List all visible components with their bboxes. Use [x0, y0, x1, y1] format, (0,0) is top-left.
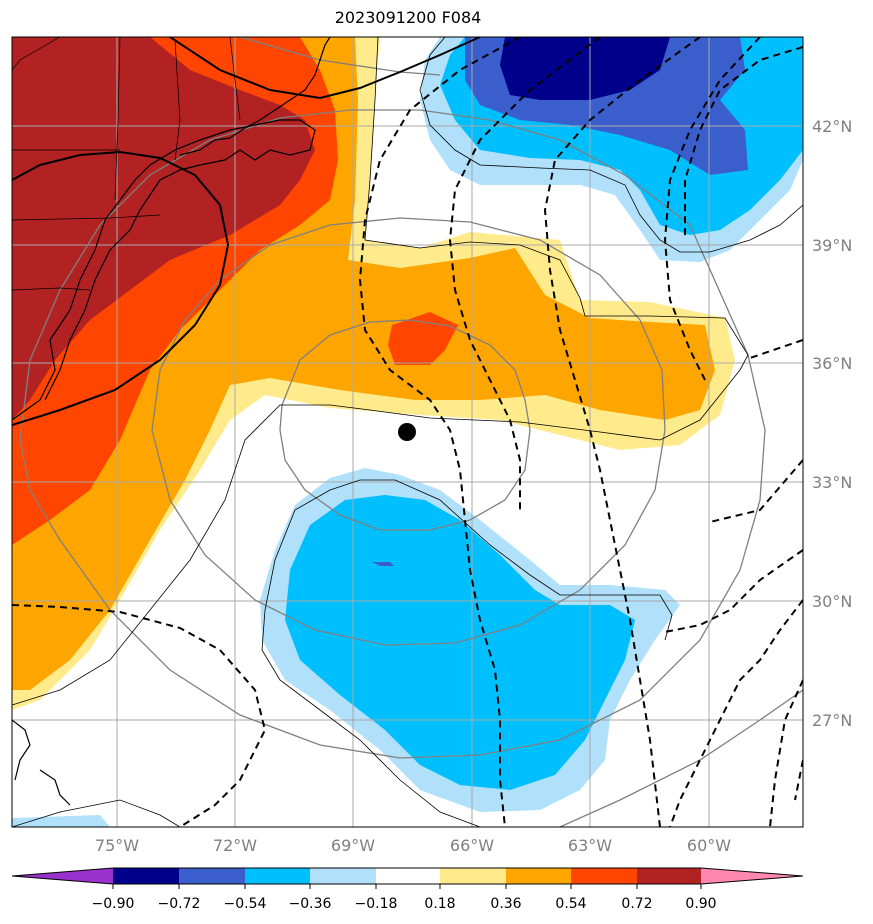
colorbar-bin-5 [376, 868, 440, 884]
contour-fill-neg072-north [500, 37, 670, 100]
contour-fill-pos054-small [388, 312, 458, 365]
colorbar-tick-label-2: −0.72 [158, 896, 201, 912]
lat-labels: 42°N 39°N 36°N 33°N 30°N 27°N [812, 117, 852, 730]
colorbar-tick-label-10: 0.90 [685, 896, 716, 912]
colorbar-extend-high [701, 868, 803, 884]
map-area [12, 37, 803, 827]
lon-label-66: 66°W [450, 836, 494, 855]
lat-label-39: 39°N [812, 236, 852, 255]
lon-label-60: 60°W [687, 836, 731, 855]
state-borders [12, 37, 241, 291]
colorbar-extend-low [12, 868, 113, 884]
lat-label-27: 27°N [812, 711, 852, 730]
colorbar-ticks [112, 884, 702, 889]
page-title: 2023091200 F084 [334, 8, 482, 27]
graticule [12, 37, 803, 827]
lon-label-75: 75°W [95, 836, 139, 855]
colorbar-bin-6 [440, 868, 506, 884]
colorbar-tick-label-1: −0.90 [92, 896, 135, 912]
contour-fill-pos072 [12, 37, 315, 420]
map-frame [11, 36, 804, 828]
storm-center-marker [398, 423, 416, 441]
colorbar-tick-label-3: −0.54 [224, 896, 267, 912]
lon-label-69: 69°W [331, 836, 375, 855]
colorbar-bin-8 [571, 868, 637, 884]
colorbar: −0.90 −0.72 −0.54 −0.36 −0.18 0.18 0.36 … [11, 867, 804, 912]
contour-fill-neg018-sw [12, 815, 110, 827]
colorbar-tick-label-8: 0.54 [555, 896, 586, 912]
contour-fill-neg054-speck [372, 562, 394, 566]
lat-label-36: 36°N [812, 354, 852, 373]
colorbar-bin-1 [113, 868, 179, 884]
lat-label-33: 33°N [812, 473, 852, 492]
lat-label-30: 30°N [812, 592, 852, 611]
lon-label-72: 72°W [213, 836, 257, 855]
colorbar-tick-label-4: −0.36 [289, 896, 332, 912]
lon-labels: 75°W 72°W 69°W 66°W 63°W 60°W [95, 836, 731, 855]
dashed-contours [12, 37, 803, 827]
coastlines [12, 37, 331, 806]
colorbar-bin-4 [310, 868, 376, 884]
colorbar-bin-7 [506, 868, 571, 884]
colorbar-tick-label-6: 0.18 [424, 896, 455, 912]
colorbar-bin-3 [245, 868, 310, 884]
bold-contours [12, 37, 481, 426]
distance-rings [19, 37, 803, 827]
thin-contours [12, 37, 803, 827]
colorbar-tick-label-7: 0.36 [490, 896, 521, 912]
colorbar-tick-label-5: −0.18 [355, 896, 398, 912]
colorbar-bin-2 [179, 868, 245, 884]
colorbar-bin-9 [637, 868, 701, 884]
lon-label-63: 63°W [568, 836, 612, 855]
contour-fill-neg036-south [285, 495, 635, 790]
lat-label-42: 42°N [812, 117, 852, 136]
colorbar-tick-label-9: 0.72 [621, 896, 652, 912]
